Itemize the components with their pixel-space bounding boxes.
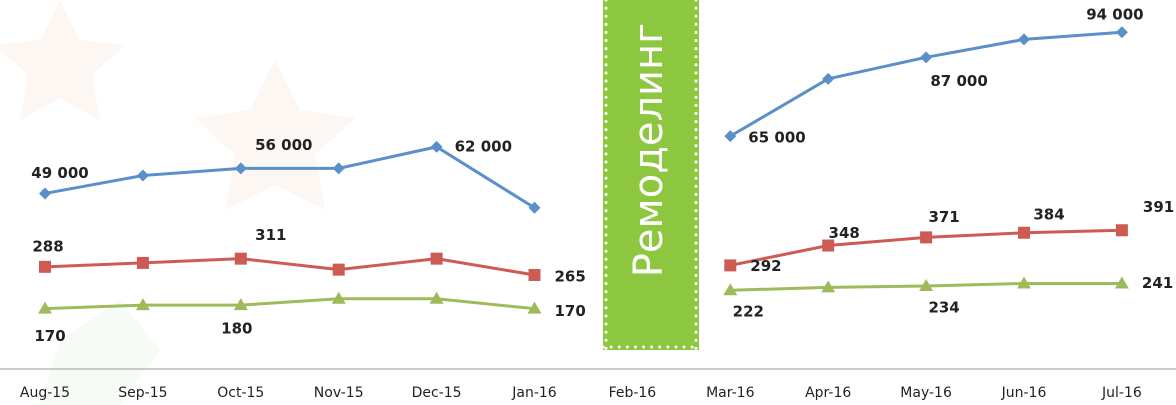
point-marker: [1116, 224, 1128, 236]
x-tick-label: Nov-15: [314, 385, 364, 401]
data-label: 49 000: [31, 164, 88, 182]
point-marker: [235, 253, 247, 265]
point-marker: [724, 130, 736, 142]
data-label: 241: [1142, 274, 1173, 292]
x-tick-label: Jan-16: [511, 385, 557, 401]
annotation: Ремоделинг: [626, 23, 672, 277]
series-line: [730, 32, 1122, 136]
x-tick-label: May-16: [900, 385, 952, 401]
data-label: 170: [555, 302, 586, 320]
x-tick-label: Oct-15: [217, 385, 264, 401]
point-marker: [137, 257, 149, 269]
point-marker: [1116, 26, 1128, 38]
point-marker: [1018, 33, 1030, 45]
x-tick-label: Jun-16: [1001, 385, 1047, 401]
x-tick-label: Feb-16: [609, 385, 657, 401]
data-label: 311: [255, 226, 286, 244]
point-marker: [920, 51, 932, 63]
data-label: 170: [34, 327, 65, 345]
point-marker: [431, 253, 443, 265]
data-label: 222: [733, 303, 764, 321]
data-label: 56 000: [255, 136, 312, 154]
x-tick-label: Apr-16: [805, 385, 851, 401]
point-marker: [137, 170, 149, 182]
point-marker: [1018, 227, 1030, 239]
x-tick-label: Aug-15: [20, 385, 70, 401]
data-label: 234: [928, 298, 959, 316]
point-marker: [39, 261, 51, 273]
data-label: 87 000: [930, 72, 987, 90]
point-marker: [333, 264, 345, 276]
data-label: 65 000: [748, 129, 805, 147]
data-label: 180: [221, 320, 252, 338]
series-line: [45, 259, 535, 275]
point-marker: [333, 162, 345, 174]
annotation-band: Ремоделинг: [603, 0, 699, 350]
point-marker: [822, 73, 834, 85]
data-label: 265: [555, 267, 586, 285]
data-label: 288: [32, 237, 63, 255]
x-tick-label: Jul-16: [1101, 385, 1142, 401]
data-label: 62 000: [455, 137, 512, 155]
point-marker: [529, 269, 541, 281]
x-tick-label: Mar-16: [706, 385, 754, 401]
point-marker: [724, 259, 736, 271]
data-label: 292: [750, 257, 781, 275]
x-tick-label: Sep-15: [118, 385, 167, 401]
data-label: 384: [1033, 205, 1064, 223]
data-label: 348: [829, 224, 860, 242]
chart: Ремоделинг Aug-15 Sep-15 Oct-15 Nov-15 Dec-1…: [0, 0, 1176, 405]
data-label: 94 000: [1086, 6, 1143, 24]
data-label: 391: [1143, 198, 1174, 216]
point-marker: [920, 231, 932, 243]
data-label: 371: [928, 208, 959, 226]
x-tick-label: Dec-15: [412, 385, 462, 401]
point-marker: [39, 187, 51, 199]
